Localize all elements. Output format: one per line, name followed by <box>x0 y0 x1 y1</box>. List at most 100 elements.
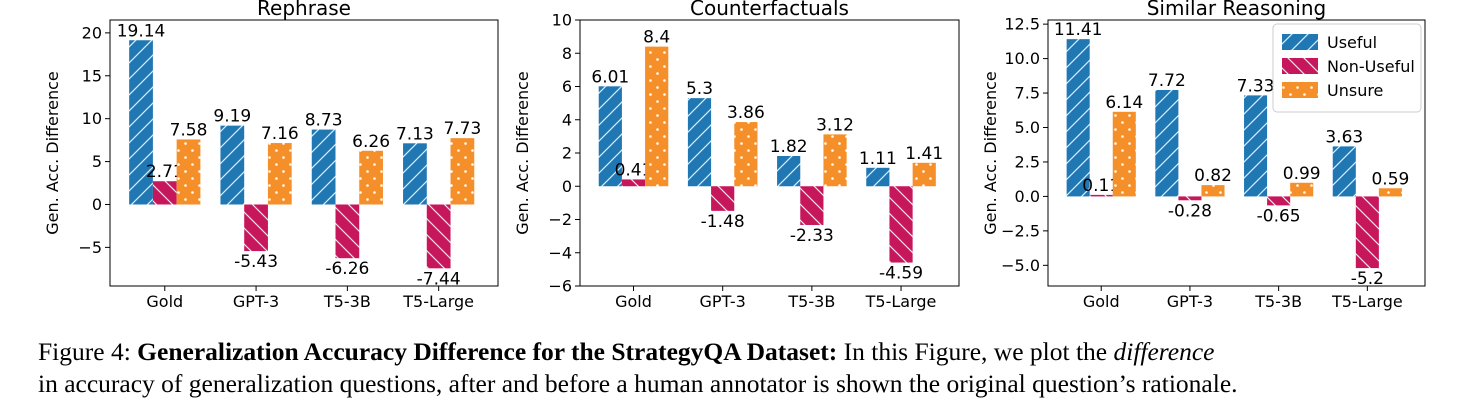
x-tick-label: Gold <box>1083 292 1120 311</box>
y-tick-label: 4 <box>562 110 572 129</box>
bar-unsure-gpt-3 <box>734 122 758 187</box>
data-label: 1.11 <box>859 149 897 169</box>
data-label: -0.28 <box>1168 201 1212 221</box>
data-label: -6.26 <box>325 259 369 279</box>
caption-bold-title: Generalization Accuracy Difference for t… <box>137 337 838 366</box>
legend-swatch-non-useful <box>1282 58 1318 74</box>
chart-panel-2: Counterfactuals Gen. Acc. Difference −6 −4 −… <box>513 0 960 311</box>
y-tick-label: 5 <box>92 152 102 171</box>
x-tick-label: T5-3B <box>787 292 835 311</box>
y-tick-label: −5.0 <box>1001 256 1040 275</box>
y-tick-label: 12.5 <box>1004 15 1040 34</box>
bar-non-useful-t5-large <box>426 204 451 269</box>
bar-unsure-gold <box>176 139 201 205</box>
y-tick-label: 5.0 <box>1015 118 1040 137</box>
data-label: 1.41 <box>905 144 943 164</box>
legend-swatch-useful <box>1282 34 1318 50</box>
y-tick-label: 10 <box>82 109 102 128</box>
chart-panel-3: Similar Reasoning Gen. Acc. Difference −5.… <box>981 0 1426 311</box>
bar-non-useful-gpt-3 <box>1178 196 1202 201</box>
y-tick-label: 15 <box>82 66 102 85</box>
bar-non-useful-t5-3b <box>800 186 824 225</box>
legend-swatch-unsure <box>1282 82 1318 98</box>
data-label: 11.41 <box>1054 20 1103 40</box>
plot-frame <box>579 19 960 287</box>
legend-label: Useful <box>1327 33 1377 52</box>
y-axis-label: Gen. Acc. Difference <box>513 71 532 234</box>
bar-useful-gpt-3 <box>687 98 712 187</box>
legend-label: Unsure <box>1327 81 1383 100</box>
bar-non-useful-t5-3b <box>335 204 360 259</box>
data-label: -5.2 <box>1351 269 1384 289</box>
bar-unsure-t5-large <box>450 138 475 205</box>
x-tick-label: Gold <box>146 292 183 311</box>
data-label: 0.99 <box>1283 164 1321 184</box>
x-tick-label: T5-Large <box>1331 292 1403 311</box>
plot-frame <box>1047 19 1426 287</box>
bar-useful-gpt-3 <box>220 125 245 205</box>
data-label: -0.65 <box>1257 206 1301 226</box>
y-tick-label: 8 <box>562 44 572 63</box>
bar-unsure-t5-3b <box>359 150 383 205</box>
bar-useful-gold <box>129 40 153 205</box>
data-label: 7.72 <box>1148 71 1186 91</box>
data-label: 6.14 <box>1105 93 1143 113</box>
data-label: -5.43 <box>234 252 278 272</box>
x-tick-label: GPT-3 <box>700 292 746 311</box>
data-label: -7.44 <box>417 269 461 289</box>
data-label: 5.3 <box>686 79 713 99</box>
y-tick-label: 0.0 <box>1015 187 1040 206</box>
figure-caption: Figure 4: Generalization Accuracy Differ… <box>38 336 1458 400</box>
bar-non-useful-gpt-3 <box>711 186 735 211</box>
y-tick-label: 2 <box>562 144 572 163</box>
bar-unsure-t5-large <box>912 162 936 187</box>
bar-unsure-t5-large <box>1378 188 1402 197</box>
y-tick-label: 2.5 <box>1015 152 1040 171</box>
bar-useful-t5-3b <box>777 155 801 187</box>
x-tick-label: T5-3B <box>1254 292 1302 311</box>
data-label: -4.59 <box>879 264 923 284</box>
y-tick-label: 6 <box>562 77 572 96</box>
y-tick-label: −2 <box>548 210 572 229</box>
bar-non-useful-gold <box>621 179 646 187</box>
bar-non-useful-gold <box>152 181 177 205</box>
x-tick-label: GPT-3 <box>1167 292 1213 311</box>
y-tick-label: −6 <box>548 277 572 296</box>
bar-unsure-t5-3b <box>1290 182 1314 197</box>
caption-text: In this Figure, we plot the <box>843 337 1108 366</box>
data-label: 3.63 <box>1325 127 1363 147</box>
caption-italic-word: difference <box>1113 337 1215 366</box>
bar-useful-t5-large <box>866 167 890 187</box>
bar-unsure-gpt-3 <box>267 143 292 205</box>
data-label: 7.73 <box>443 119 481 139</box>
bar-non-useful-t5-large <box>889 186 913 263</box>
data-label: 8.4 <box>643 28 670 48</box>
data-label: 8.73 <box>305 111 343 131</box>
bar-non-useful-t5-3b <box>1267 196 1291 206</box>
data-label: 1.82 <box>770 137 808 157</box>
data-label: 7.13 <box>396 124 434 144</box>
bar-useful-t5-large <box>403 143 427 205</box>
legend-label: Non-Useful <box>1327 57 1415 76</box>
caption-label: Figure 4: <box>38 337 131 366</box>
figure-charts: Rephrase Gen. Acc. Difference −5 0 5 10 15 20 19… <box>43 0 1426 311</box>
data-label: 6.26 <box>352 132 390 152</box>
data-label: 0.59 <box>1371 169 1409 189</box>
y-axis-label: Gen. Acc. Difference <box>981 71 1000 234</box>
chart-title: Counterfactuals <box>690 0 849 20</box>
x-tick-label: Gold <box>615 292 652 311</box>
bar-non-useful-gpt-3 <box>244 204 268 252</box>
y-tick-label: −4 <box>548 243 572 262</box>
bar-useful-gpt-3 <box>1155 90 1179 197</box>
bar-unsure-gold <box>1112 111 1136 197</box>
bar-unsure-t5-3b <box>823 134 847 187</box>
x-tick-label: T5-Large <box>865 292 937 311</box>
bar-useful-t5-large <box>1332 146 1356 197</box>
bar-non-useful-t5-large <box>1355 196 1379 269</box>
caption-line-1: Figure 4: Generalization Accuracy Differ… <box>38 336 1458 368</box>
data-label: 6.01 <box>591 67 629 87</box>
data-label: 0.82 <box>1194 166 1232 186</box>
y-tick-label: 0 <box>562 177 572 196</box>
data-label: 7.16 <box>261 124 299 144</box>
data-label: -1.48 <box>701 212 745 232</box>
